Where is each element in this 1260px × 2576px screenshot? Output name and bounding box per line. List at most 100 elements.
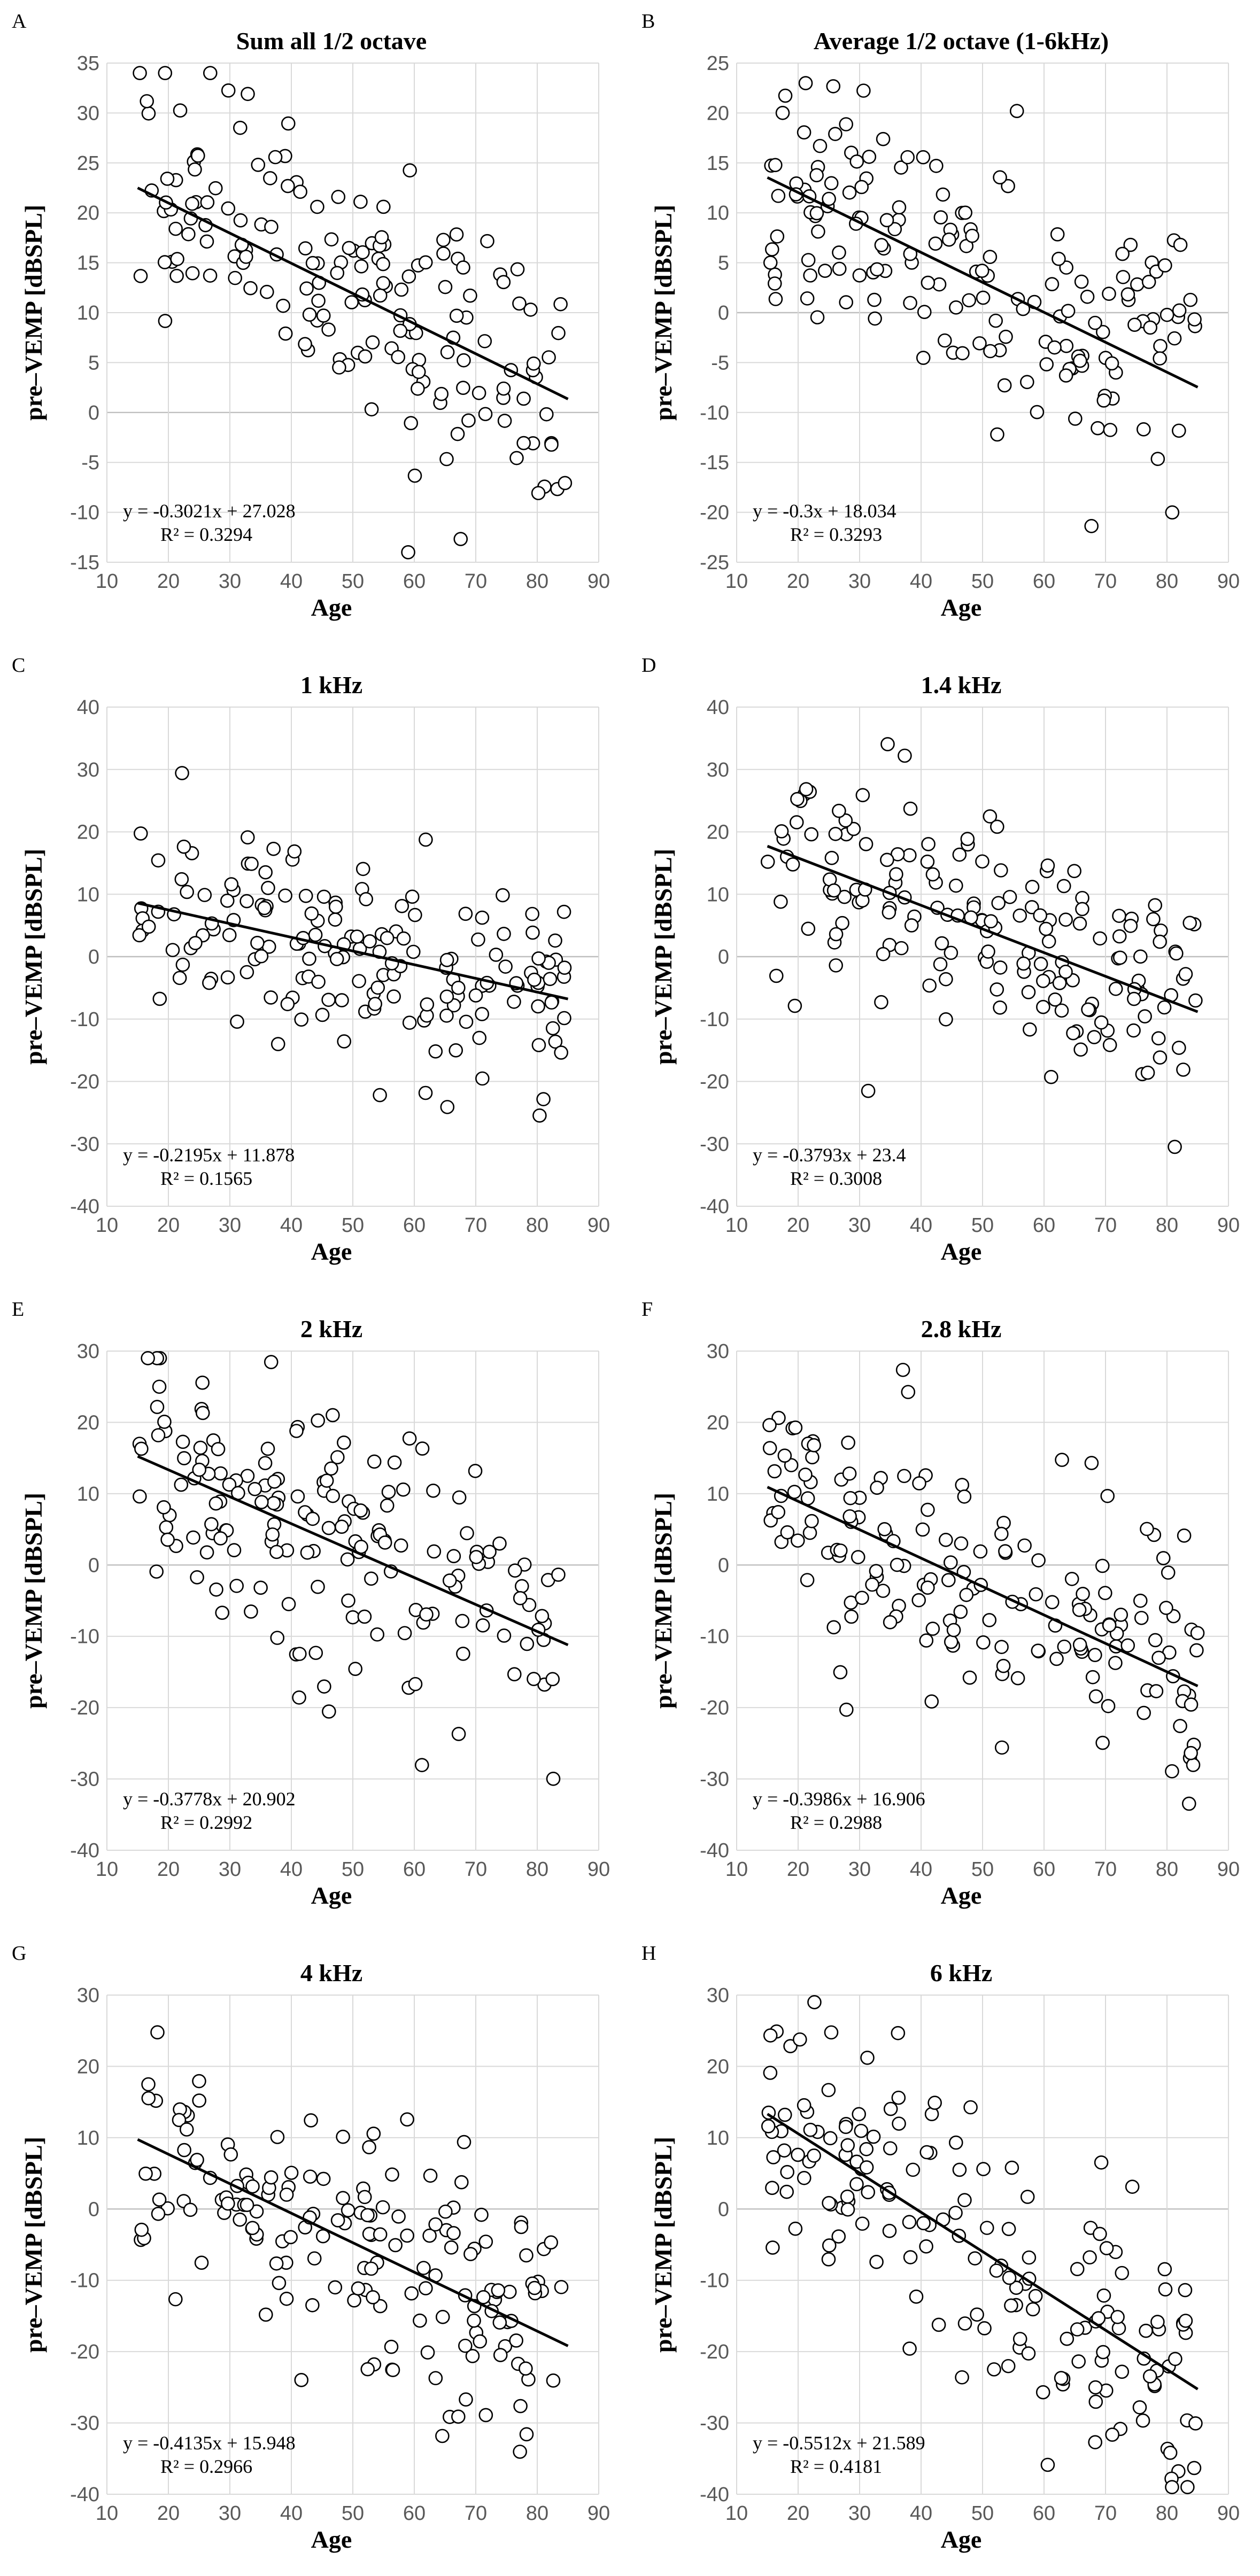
- data-point: [396, 931, 411, 946]
- data-point: [1017, 1538, 1032, 1553]
- data-point: [418, 255, 433, 270]
- data-point: [1112, 950, 1127, 965]
- data-point: [141, 2077, 156, 2092]
- data-point: [1012, 908, 1027, 923]
- data-point: [939, 1012, 953, 1027]
- data-point: [762, 1441, 777, 1455]
- data-point: [970, 2307, 984, 2322]
- data-point: [551, 325, 566, 340]
- data-point: [842, 1509, 857, 1524]
- chart-panel-h: -40 -30 -20 -10 0 10 20 30 10 20 30 40 50 60 70 80 90 H 6 …: [630, 1932, 1259, 2576]
- y-tick-label: 30: [707, 759, 729, 781]
- data-point: [364, 402, 379, 417]
- data-point: [882, 905, 896, 920]
- data-point: [340, 1552, 355, 1567]
- data-point: [223, 2147, 238, 2162]
- x-axis-label: Age: [941, 1238, 982, 1265]
- data-point: [1178, 2314, 1193, 2328]
- data-point: [928, 236, 943, 251]
- data-point: [1020, 2190, 1035, 2204]
- data-point: [258, 865, 273, 880]
- data-point: [411, 381, 425, 396]
- chart-panel-g: -40 -30 -20 -10 0 10 20 30 10 20 30 40 50 60 70 80 90 G 4 …: [0, 1932, 630, 2576]
- data-point: [233, 120, 248, 135]
- y-tick-label: -40: [70, 2484, 99, 2506]
- data-point: [458, 2338, 473, 2353]
- data-point: [554, 1045, 568, 1060]
- x-tick-label: 10: [725, 1858, 748, 1881]
- data-point: [1143, 320, 1157, 335]
- data-point: [556, 904, 571, 919]
- data-point: [879, 213, 894, 228]
- data-point: [780, 2164, 794, 2179]
- data-point: [1101, 1698, 1116, 1713]
- chart-panel-d: -40 -30 -20 -10 0 10 20 30 40 10 20 30 40 50 60 70 80 90 D…: [630, 644, 1259, 1288]
- data-point: [1123, 919, 1138, 933]
- data-point: [975, 263, 990, 278]
- y-tick-label: 0: [88, 1554, 99, 1577]
- data-point: [520, 1636, 535, 1651]
- data-point: [842, 1466, 857, 1481]
- data-point: [839, 295, 854, 309]
- data-point: [941, 232, 956, 247]
- data-point: [221, 2196, 235, 2211]
- x-tick-label: 40: [280, 2502, 303, 2525]
- data-point: [1115, 2364, 1130, 2379]
- data-point: [190, 1570, 204, 1585]
- data-point: [1081, 1002, 1095, 1017]
- regression-equation: y = -0.2195x + 11.878: [123, 1144, 295, 1166]
- data-point: [1031, 1643, 1046, 1658]
- data-point: [1142, 2369, 1157, 2384]
- data-point: [497, 927, 511, 941]
- x-tick-label: 70: [465, 1858, 487, 1881]
- data-point: [251, 158, 266, 172]
- data-point: [281, 179, 295, 193]
- x-tick-label: 30: [219, 1214, 241, 1237]
- data-point: [302, 951, 316, 966]
- trend-line: [137, 902, 569, 1000]
- data-point: [1181, 1796, 1196, 1811]
- data-point: [468, 988, 483, 1003]
- data-point: [840, 2189, 855, 2204]
- data-point: [761, 2119, 776, 2133]
- data-point: [1033, 908, 1048, 923]
- data-point: [1153, 934, 1167, 949]
- data-point: [989, 2263, 1004, 2278]
- x-tick-label: 60: [403, 1214, 426, 1237]
- data-point: [767, 276, 782, 291]
- data-point: [948, 2135, 963, 2150]
- data-point: [159, 1520, 174, 1535]
- data-point: [866, 2129, 881, 2144]
- data-point: [1036, 999, 1050, 1014]
- data-point: [765, 242, 779, 257]
- data-point: [1168, 1139, 1182, 1154]
- data-point: [507, 1667, 522, 1681]
- x-tick-label: 80: [1156, 570, 1178, 593]
- data-point: [527, 2280, 542, 2295]
- x-axis-label: Age: [941, 594, 982, 621]
- regression-equation: y = -0.5512x + 21.589: [753, 2432, 925, 2454]
- data-point: [199, 1545, 214, 1559]
- data-point: [1058, 965, 1073, 979]
- data-point: [929, 159, 944, 173]
- data-point: [419, 1607, 434, 1622]
- x-tick-label: 30: [848, 570, 871, 593]
- data-point: [438, 2204, 453, 2219]
- data-point: [168, 221, 183, 236]
- data-point: [365, 335, 380, 350]
- data-point: [364, 1571, 378, 1586]
- data-point: [1048, 992, 1062, 1007]
- data-point: [760, 855, 775, 869]
- data-point: [175, 1434, 190, 1449]
- data-point: [542, 350, 556, 364]
- data-point: [270, 2130, 285, 2144]
- data-point: [1167, 331, 1182, 346]
- data-point: [551, 1568, 566, 1582]
- x-tick-label: 70: [465, 1214, 487, 1237]
- data-point: [809, 206, 824, 221]
- data-point: [925, 867, 940, 882]
- y-tick-label: -30: [700, 2412, 729, 2435]
- data-point: [545, 1672, 560, 1687]
- data-point: [558, 476, 573, 491]
- regression-equation: y = -0.3x + 18.034: [753, 500, 896, 522]
